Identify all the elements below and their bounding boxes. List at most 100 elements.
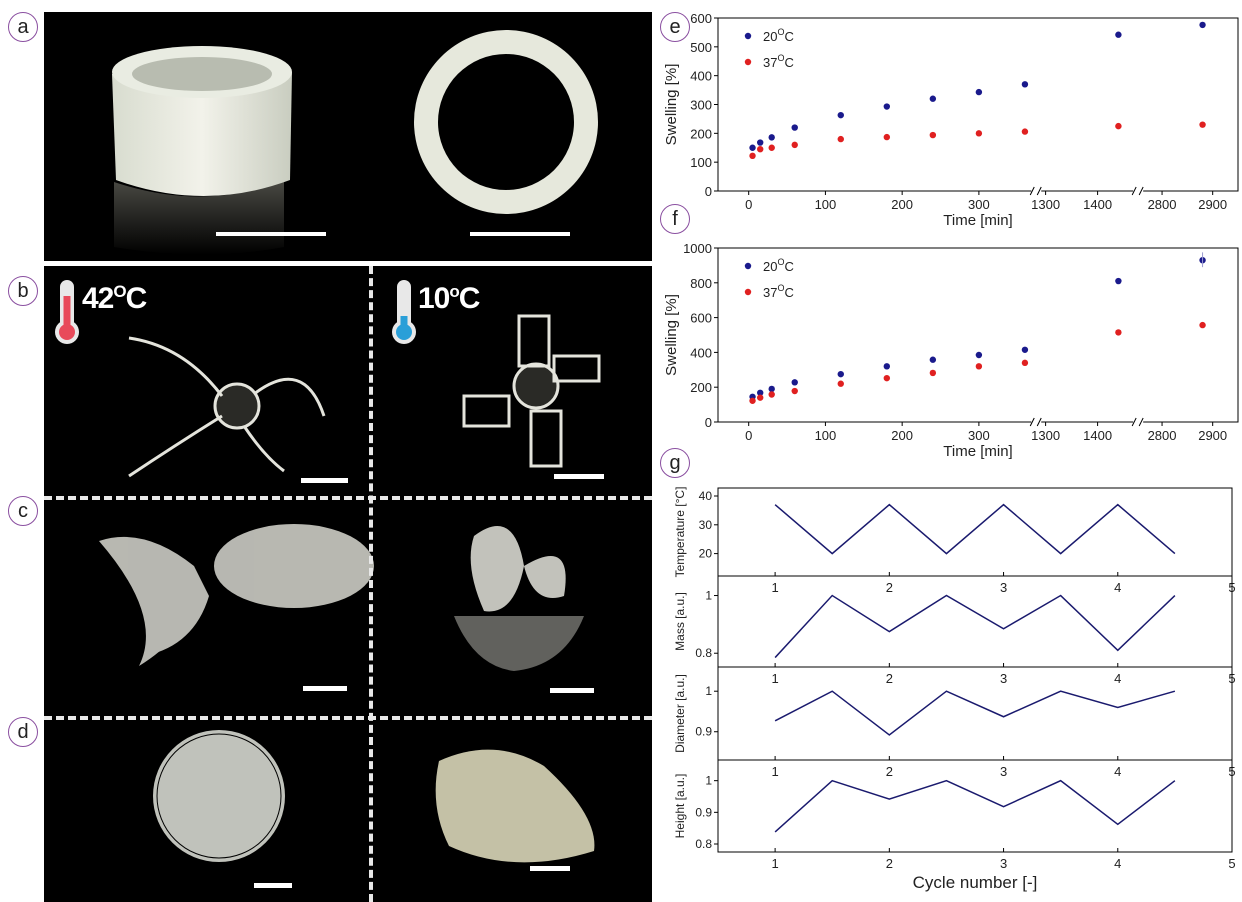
data-point xyxy=(1115,122,1122,130)
y-tick-label: 1 xyxy=(705,774,712,788)
scale-bar xyxy=(554,474,604,479)
scale-bar xyxy=(254,883,292,888)
data-point xyxy=(1199,121,1206,128)
swelling-chart-e: 0 100 200 300 400 500 600 0 100 200 300 1300 1400 280… xyxy=(663,11,1239,229)
data-point xyxy=(768,134,775,141)
scale-bar xyxy=(550,688,594,693)
data-point xyxy=(929,95,937,102)
legend-label: 37OC xyxy=(763,283,794,300)
data-point xyxy=(768,144,775,151)
data-point xyxy=(1021,346,1029,353)
data-point xyxy=(791,379,798,386)
y-tick-label: 600 xyxy=(690,11,712,26)
x-tick-label: 200 xyxy=(891,197,913,212)
temp-unit: C xyxy=(125,282,148,315)
x-tick-label: 1 xyxy=(771,856,778,871)
legend-degree: O xyxy=(777,283,784,293)
x-tick-label: 300 xyxy=(968,428,990,443)
data-point xyxy=(975,363,983,370)
x-tick-label: 2 xyxy=(886,856,893,871)
x-tick-label: 2 xyxy=(886,580,893,595)
y-axis-label: Swelling [%] xyxy=(663,294,680,376)
x-tick-label: 2800 xyxy=(1148,197,1177,212)
y-axis-label: Mass [a.u.] xyxy=(673,592,687,651)
legend-unit: C xyxy=(784,285,793,300)
data-point xyxy=(975,88,983,96)
legend-marker xyxy=(744,58,752,66)
y-tick-label: 1 xyxy=(705,684,712,698)
plot-frame xyxy=(717,759,1233,853)
axis-break-mark xyxy=(1138,186,1144,196)
x-tick-label: 1400 xyxy=(1083,428,1112,443)
temp-unit: C xyxy=(458,282,481,315)
x-axis-label: Cycle number [-] xyxy=(913,873,1038,892)
data-point xyxy=(1115,329,1122,336)
x-tick-label: 2800 xyxy=(1148,428,1177,443)
y-tick-label: 40 xyxy=(699,489,713,503)
data-point xyxy=(1021,128,1029,135)
legend-label: 20OC xyxy=(763,257,794,274)
legend-value: 37 xyxy=(763,55,777,70)
data-point xyxy=(837,370,844,378)
plot-frame xyxy=(717,575,1233,668)
scale-bar xyxy=(301,478,348,483)
x-tick-label: 2900 xyxy=(1198,428,1227,443)
series-line xyxy=(774,779,1176,833)
panel-label-a: a xyxy=(8,12,38,42)
y-tick-label: 800 xyxy=(690,276,712,291)
x-tick-label: 1 xyxy=(771,764,778,779)
y-tick-label: 0.8 xyxy=(695,837,712,851)
x-tick-label: 3 xyxy=(1000,671,1007,686)
data-point xyxy=(1115,31,1122,38)
axis-break-mark xyxy=(1036,186,1042,196)
data-point xyxy=(768,385,775,393)
plot-frame xyxy=(717,247,1239,423)
data-point xyxy=(837,135,844,143)
scale-bar xyxy=(530,866,570,871)
photo-panels-bcd xyxy=(44,266,652,902)
x-tick-label: 100 xyxy=(815,197,837,212)
x-tick-label: 1300 xyxy=(1031,428,1060,443)
x-tick-label: 3 xyxy=(1000,764,1007,779)
data-point xyxy=(883,133,891,141)
x-tick-label: 3 xyxy=(1000,580,1007,595)
x-tick-label: 1 xyxy=(771,580,778,595)
x-tick-label: 100 xyxy=(815,428,837,443)
data-point xyxy=(791,387,798,395)
legend-value: 20 xyxy=(763,29,777,44)
y-axis-label: Height [a.u.] xyxy=(673,774,687,839)
data-point xyxy=(757,394,764,401)
data-point xyxy=(1199,21,1206,29)
data-point xyxy=(975,351,983,359)
legend-label: 37OC xyxy=(763,53,794,70)
y-tick-label: 200 xyxy=(690,126,712,141)
axis-break-gap xyxy=(1031,419,1042,425)
y-tick-label: 30 xyxy=(699,518,713,532)
x-tick-label: 4 xyxy=(1114,764,1121,779)
axis-break-gap xyxy=(1133,188,1144,194)
x-tick-label: 0 xyxy=(745,428,752,443)
y-tick-label: 400 xyxy=(690,345,712,360)
legend-degree: O xyxy=(777,27,784,37)
x-tick-label: 4 xyxy=(1114,671,1121,686)
y-tick-label: 0.9 xyxy=(695,805,712,819)
temp-degree: o xyxy=(449,282,459,301)
legend-marker xyxy=(744,262,752,270)
panel-label-f: f xyxy=(660,204,690,234)
temperature-label-hot: 42OC xyxy=(82,282,148,316)
plot-frame xyxy=(717,666,1233,761)
x-tick-label: 4 xyxy=(1114,856,1121,871)
x-tick-label: 3 xyxy=(1000,856,1007,871)
plot-frame xyxy=(717,17,1239,192)
panel-label-e: e xyxy=(660,12,690,42)
x-tick-label: 2 xyxy=(886,764,893,779)
x-tick-label: 4 xyxy=(1114,580,1121,595)
divider xyxy=(44,496,652,500)
scale-bar xyxy=(303,686,347,691)
temperature-label-cold: 10oC xyxy=(418,282,481,316)
y-tick-label: 0.9 xyxy=(695,725,712,739)
data-point xyxy=(975,130,983,137)
x-tick-label: 2900 xyxy=(1198,197,1227,212)
axis-break-gap xyxy=(1031,188,1042,194)
